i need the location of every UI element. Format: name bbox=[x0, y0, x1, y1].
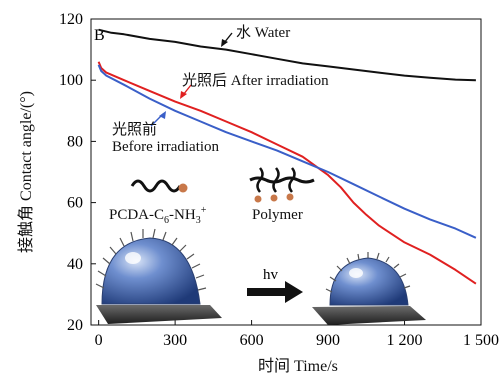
monomer-icon bbox=[130, 179, 188, 193]
monomer-label: PCDA-C6-NH3+ bbox=[109, 205, 207, 226]
plot-frame bbox=[90, 18, 482, 326]
polymer-label: Polymer bbox=[252, 207, 303, 223]
x-tick-label: 900 bbox=[316, 332, 340, 349]
x-tick-label: 0 bbox=[95, 332, 103, 349]
hv-label: hv bbox=[263, 267, 279, 283]
y-tick-label: 40 bbox=[67, 256, 83, 273]
axis-ticks: 0 300 600 900 1 200 1 500 20 40 60 80 100 120 bbox=[59, 11, 499, 349]
polymer-icon bbox=[249, 167, 315, 203]
droplet-after bbox=[312, 252, 426, 325]
y-tick-label: 120 bbox=[59, 11, 83, 28]
y-tick-label: 20 bbox=[67, 317, 83, 334]
series-group bbox=[97, 28, 477, 285]
x-tick-label: 600 bbox=[240, 332, 264, 349]
reaction-arrow bbox=[247, 281, 303, 303]
series-line-2 bbox=[97, 64, 477, 239]
water-label: 水 Water bbox=[236, 25, 291, 41]
after-irradiation-label: 光照后 After irradiation bbox=[182, 73, 329, 89]
panel-label: B bbox=[94, 27, 105, 44]
y-tick-label: 100 bbox=[59, 72, 83, 89]
y-tick-label: 80 bbox=[67, 133, 83, 150]
series-line-1 bbox=[97, 61, 477, 285]
x-tick-label: 1 500 bbox=[463, 332, 499, 349]
droplet-before bbox=[95, 228, 222, 324]
before-irradiation-label-cn: 光照前 bbox=[112, 122, 158, 138]
y-tick-label: 60 bbox=[67, 195, 83, 212]
series-line-0 bbox=[98, 28, 476, 82]
before-irradiation-label-en: Before irradiation bbox=[112, 139, 220, 155]
annotation-arrows bbox=[150, 32, 233, 127]
x-tick-label: 1 200 bbox=[387, 332, 423, 349]
y-axis-title: 接触角 Contact angle/(°) bbox=[18, 91, 35, 253]
x-tick-label: 300 bbox=[163, 332, 187, 349]
x-axis-title: 时间 Time/s bbox=[258, 358, 338, 375]
